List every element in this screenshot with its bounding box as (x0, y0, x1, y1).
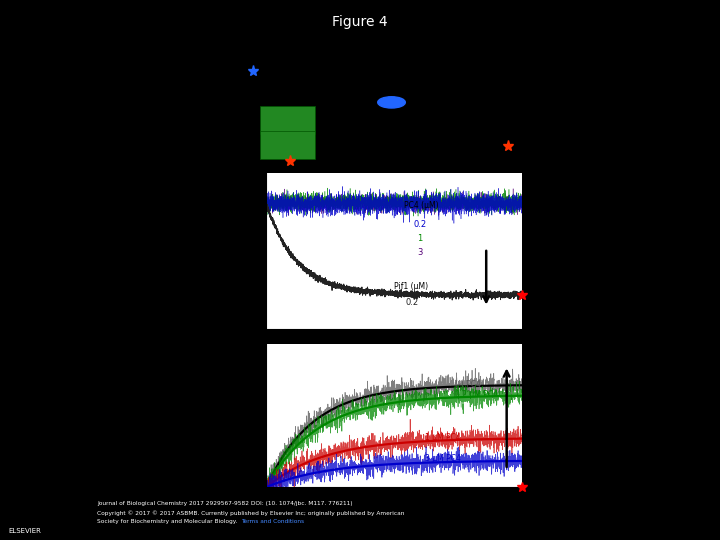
Text: 1: 1 (417, 234, 423, 243)
Text: 1 μM PC4: 1 μM PC4 (425, 433, 460, 442)
Text: 3: 3 (417, 248, 423, 257)
Text: High: High (287, 46, 306, 55)
Text: 0.2: 0.2 (405, 298, 418, 307)
Bar (260, 106, 315, 134)
Text: C: C (215, 326, 225, 339)
Text: 0.2 μM PC4: 0.2 μM PC4 (455, 390, 498, 399)
Text: 3 μM PC4: 3 μM PC4 (425, 454, 461, 463)
Text: ELSEVIER: ELSEVIER (9, 528, 42, 534)
X-axis label: Time (s): Time (s) (376, 511, 413, 519)
Text: Figure 4: Figure 4 (332, 15, 388, 29)
Text: Pif1 (μM): Pif1 (μM) (395, 282, 428, 292)
Text: A: A (232, 51, 242, 64)
Text: B: B (215, 153, 225, 166)
Text: KCl: KCl (343, 129, 355, 138)
Text: FRET: FRET (427, 65, 448, 74)
Text: Low: Low (429, 46, 446, 55)
Text: Journal of Biological Chemistry 2017 2929567-9582 DOI: (10. 1074/jbc. M117. 7762: Journal of Biological Chemistry 2017 292… (97, 501, 353, 506)
Bar (260, 131, 315, 159)
Y-axis label: Fluoresce (V): Fluoresce (V) (220, 221, 228, 281)
Text: Society for Biochemistry and Molecular Biology.: Society for Biochemistry and Molecular B… (97, 519, 239, 524)
Text: 0.2: 0.2 (413, 220, 426, 229)
Text: Cy3: Cy3 (289, 167, 304, 176)
Text: Cy5: Cy5 (234, 79, 248, 88)
Text: Terms and Conditions: Terms and Conditions (241, 519, 305, 524)
Y-axis label: Fluorescence (V): Fluorescence (V) (226, 377, 235, 454)
Text: FRET: FRET (286, 65, 307, 74)
Text: Cy3: Cy3 (510, 157, 525, 166)
Text: Cy5: Cy5 (381, 74, 396, 83)
Text: PC4 (μM): PC4 (μM) (405, 201, 439, 210)
Text: (-) PC4: (-) PC4 (455, 380, 481, 389)
Text: Copyright © 2017 © 2017 ASBMB. Currently published by Elsevier Inc; originally p: Copyright © 2017 © 2017 ASBMB. Currently… (97, 510, 405, 516)
X-axis label: Time (s): Time (s) (376, 353, 413, 362)
Circle shape (378, 97, 405, 108)
